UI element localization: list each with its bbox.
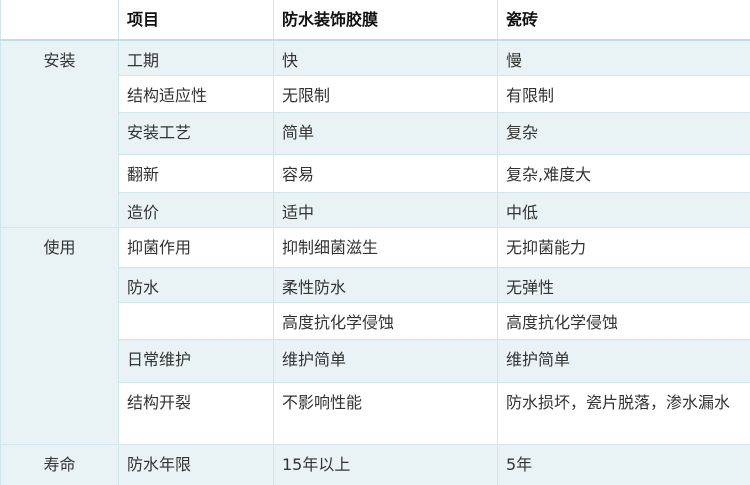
header-row: 项目 防水装饰胶膜 瓷砖 [0,0,750,41]
tile-cell: 复杂,难度大 [497,154,750,193]
table-row: 翻新 容易 复杂,难度大 [1,154,750,193]
item-cell: 日常维护 [118,339,274,383]
item-cell: 抑菌作用 [118,227,274,268]
item-cell: 安装工艺 [118,112,274,155]
tile-cell: 有限制 [497,75,750,113]
tile-cell: 高度抗化学侵蚀 [497,302,750,340]
film-cell: 适中 [273,192,498,228]
tile-cell: 5年 [497,444,750,485]
table-row: 安装 工期 快 慢 [0,39,750,228]
table-row: 结构开裂 不影响性能 防水损坏，瓷片脱落，渗水漏水 [1,382,750,445]
group-cell-use: 使用 [0,227,119,445]
tile-cell: 无弹性 [497,267,750,303]
item-cell: 翻新 [118,154,274,193]
film-cell: 柔性防水 [273,267,498,303]
film-cell: 高度抗化学侵蚀 [273,302,498,340]
item-cell: 防水年限 [118,444,274,485]
table-row: 防水 柔性防水 无弹性 [1,267,750,303]
film-cell: 简单 [273,112,498,155]
table-row: 使用 抑菌作用 抑制细菌滋生 无抑菌能力 [0,227,750,445]
table-row: 高度抗化学侵蚀 高度抗化学侵蚀 [1,302,750,340]
tile-cell: 复杂 [497,112,750,155]
group-cell-install: 安装 [0,39,119,228]
film-cell: 15年以上 [273,444,498,485]
film-cell: 维护简单 [273,339,498,383]
header-cell-item: 项目 [118,0,274,41]
table-row: 寿命 防水年限 15年以上 5年 [0,444,750,485]
table-row: 结构适应性 无限制 有限制 [1,75,750,113]
table-row: 造价 适中 中低 [1,192,750,228]
tile-cell: 无抑菌能力 [497,227,750,268]
film-cell: 容易 [273,154,498,193]
table-row: 日常维护 维护简单 维护简单 [1,339,750,383]
film-cell: 无限制 [273,75,498,113]
item-cell [118,302,274,340]
item-cell: 工期 [118,39,274,76]
tile-cell: 防水损坏，瓷片脱落，渗水漏水 [497,382,750,445]
item-cell: 造价 [118,192,274,228]
header-cell-film: 防水装饰胶膜 [273,0,498,41]
film-cell: 快 [273,39,498,76]
table-row: 安装工艺 简单 复杂 [1,112,750,155]
tile-cell: 维护简单 [497,339,750,383]
corner-cell [0,0,119,41]
tile-cell: 中低 [497,192,750,228]
header-cell-tile: 瓷砖 [497,0,750,41]
group-cell-lifespan: 寿命 [0,444,119,485]
item-cell: 结构适应性 [118,75,274,113]
item-cell: 结构开裂 [118,382,274,445]
film-cell: 抑制细菌滋生 [273,227,498,268]
tile-cell: 慢 [497,39,750,76]
item-cell: 防水 [118,267,274,303]
film-cell: 不影响性能 [273,382,498,445]
